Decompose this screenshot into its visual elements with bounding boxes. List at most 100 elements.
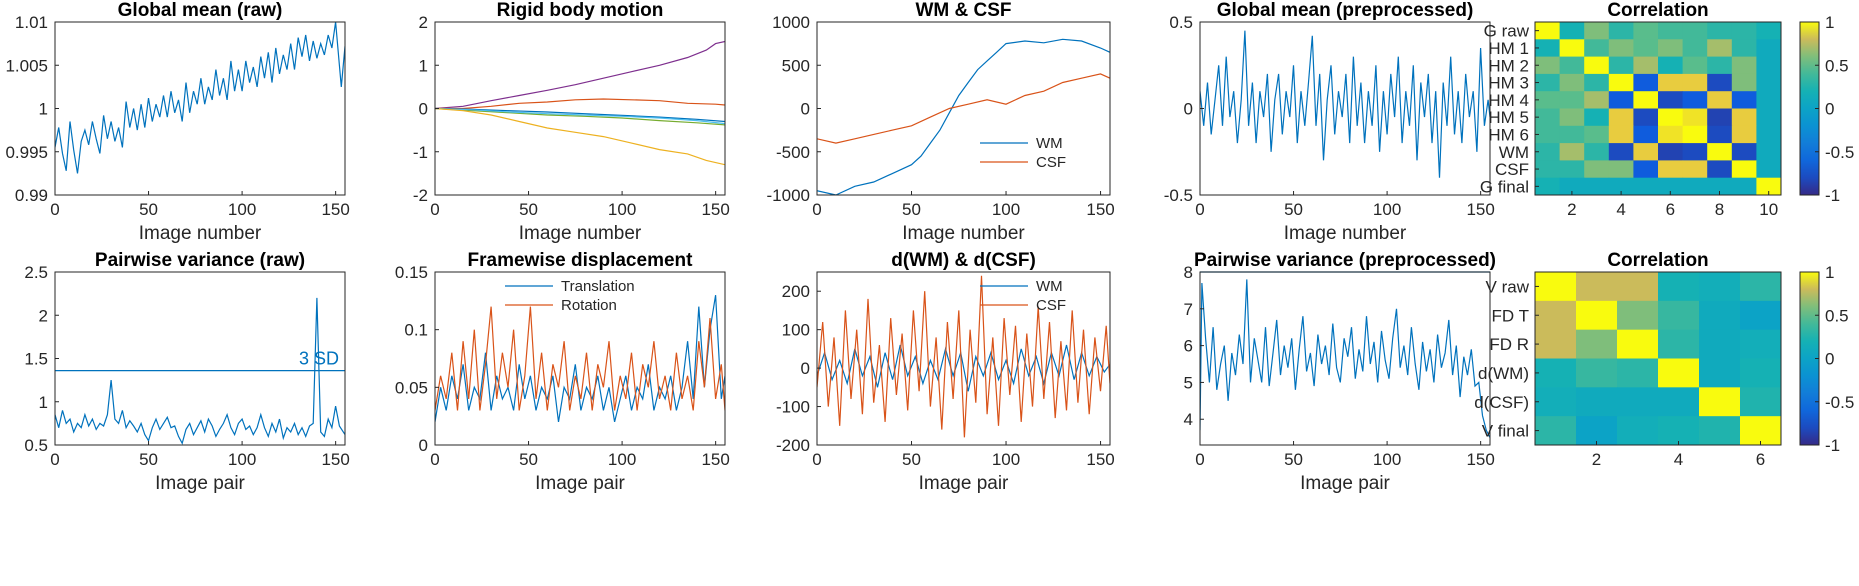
- heatmap-cell: [1608, 160, 1634, 179]
- y-tick-label: 1: [39, 100, 48, 119]
- y-tick-label: 1: [39, 393, 48, 412]
- heatmap-cell: [1584, 125, 1610, 144]
- x-axis-label: Image number: [519, 223, 642, 244]
- colorbar-tick-label: -1: [1825, 186, 1840, 205]
- colorbar-tick-label: 1: [1825, 263, 1834, 282]
- heatmap-cell: [1584, 22, 1610, 40]
- heatmap-cell: [1682, 108, 1708, 127]
- y-tick-label: 500: [782, 56, 810, 75]
- x-axis-label: Image number: [902, 223, 1025, 244]
- heatmap-cell: [1731, 160, 1757, 179]
- heatmap-cell: [1608, 108, 1634, 127]
- chart-title: Pairwise variance (preprocessed): [1194, 250, 1496, 271]
- heatmap-cell: [1576, 387, 1618, 417]
- heatmap-cell: [1740, 329, 1782, 359]
- heatmap-cell: [1658, 160, 1684, 179]
- heatmap-cell: [1633, 125, 1659, 144]
- x-tick-label: 0: [812, 450, 821, 469]
- series-line-0: [435, 40, 725, 110]
- heatmap-cell: [1682, 160, 1708, 179]
- chart-title: Global mean (raw): [118, 0, 283, 21]
- chart-title: Correlation: [1607, 0, 1708, 21]
- heatmap-cell: [1559, 108, 1585, 127]
- heatmap-cell: [1608, 22, 1634, 40]
- chart-title: Correlation: [1607, 250, 1708, 271]
- heatmap-cell: [1707, 177, 1733, 196]
- heatmap-cell: [1535, 329, 1577, 359]
- series-line-3: [435, 107, 725, 126]
- series-line-0: [1200, 30, 1490, 178]
- series-line-0: [55, 297, 345, 445]
- heatmap-cell: [1608, 56, 1634, 75]
- heatmap-cell: [1756, 22, 1782, 40]
- heatmap-cell: [1633, 39, 1659, 58]
- heatmap-cell: [1576, 272, 1618, 302]
- legend-entry: Translation: [561, 278, 635, 295]
- x-tick-label: 0: [430, 200, 439, 219]
- heatmap-cell: [1633, 143, 1659, 161]
- chart-rbm: Rigid body motion 0 50 100 150 -2 -1 0 1 2 Image n…: [413, 0, 730, 244]
- chart-title: WM & CSF: [915, 0, 1011, 21]
- heatmap-cell: [1682, 91, 1708, 109]
- y-tick-label: 0: [419, 436, 428, 455]
- heatmap-cell: [1633, 91, 1659, 109]
- colorbar-tick-label: 0: [1825, 100, 1834, 119]
- y-tick-label: -500: [776, 143, 810, 162]
- x-tick-label: 50: [139, 200, 158, 219]
- heatmap-cell: [1658, 387, 1700, 417]
- chart-pv_raw: Pairwise variance (raw) 3 SD 0 50 100 150 0.5 1…: [24, 250, 349, 494]
- heatmap-cell: [1658, 125, 1684, 144]
- x-tick-label: 10: [1759, 200, 1778, 219]
- heatmap-cell: [1756, 56, 1782, 75]
- legend-entry: Rotation: [561, 297, 617, 314]
- heatmap-cell: [1731, 108, 1757, 127]
- y-tick-label: 1000: [772, 13, 810, 32]
- heatmap-cell: [1617, 358, 1659, 388]
- series-line-csf: [817, 275, 1110, 438]
- heatmap-cell: [1707, 108, 1733, 127]
- heatmap-cell: [1731, 56, 1757, 75]
- heatmap-cell: [1658, 108, 1684, 127]
- heatmap-cell: [1584, 177, 1610, 196]
- y-tick-label: 0.99: [15, 186, 48, 205]
- x-tick-label: 50: [1284, 200, 1303, 219]
- axes-box: [1534, 271, 1782, 446]
- x-tick-label: 2: [1567, 200, 1576, 219]
- row-label: HM 1: [1488, 39, 1529, 58]
- heatmap-cell: [1535, 73, 1561, 92]
- row-label: HM 6: [1488, 125, 1529, 144]
- heatmap-cell: [1584, 108, 1610, 127]
- x-tick-label: 8: [1715, 200, 1724, 219]
- colorbar-tick-label: -0.5: [1825, 143, 1854, 162]
- row-label: CSF: [1495, 160, 1529, 179]
- heatmap-cell: [1756, 91, 1782, 109]
- heatmap-cell: [1535, 358, 1577, 388]
- row-label: FD R: [1489, 335, 1529, 354]
- axes-box: [54, 21, 346, 196]
- chart-wmcsf: WM & CSF 0 50 100 150 -1000 -500 0 500 1000 Image …: [767, 0, 1115, 244]
- heatmap-cell: [1658, 329, 1700, 359]
- y-tick-label: 1.005: [5, 56, 48, 75]
- axes-box: [434, 271, 726, 446]
- x-tick-label: 150: [701, 200, 729, 219]
- heatmap-cell: [1707, 160, 1733, 179]
- heatmap-cell: [1756, 125, 1782, 144]
- heatmap-cell: [1756, 143, 1782, 161]
- y-tick-label: 2: [419, 13, 428, 32]
- heatmap-cell: [1658, 177, 1684, 196]
- heatmap-cell: [1731, 177, 1757, 196]
- heatmap-cell: [1658, 56, 1684, 75]
- heatmap-cell: [1608, 177, 1634, 196]
- y-tick-label: 2.5: [24, 263, 48, 282]
- x-tick-label: 4: [1616, 200, 1625, 219]
- x-axis-label: Image pair: [919, 473, 1009, 494]
- x-tick-label: 150: [321, 450, 349, 469]
- series-line-csf: [817, 73, 1110, 144]
- heatmap-cell: [1707, 22, 1733, 40]
- heatmap-cell: [1756, 177, 1782, 196]
- y-tick-label: 0: [801, 100, 810, 119]
- series-line-0: [1200, 279, 1490, 438]
- x-tick-label: 100: [1373, 200, 1401, 219]
